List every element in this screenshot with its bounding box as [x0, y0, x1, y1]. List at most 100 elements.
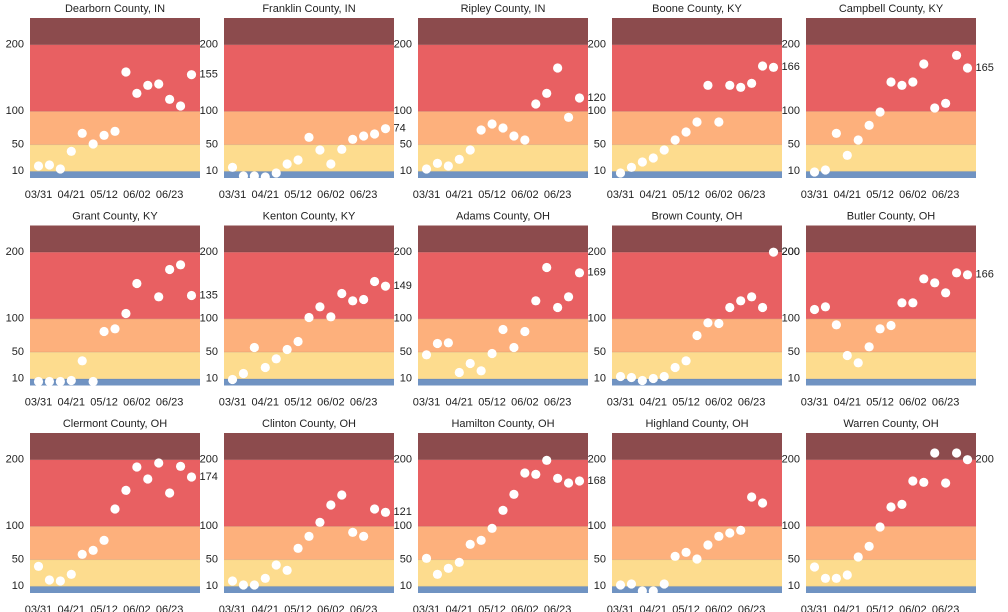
- point: [714, 531, 724, 541]
- panel-title: Grant County, KY: [72, 210, 158, 222]
- x-tick-label: 06/23: [350, 396, 378, 408]
- point: [714, 318, 724, 329]
- point: [282, 159, 292, 169]
- band: [612, 225, 782, 253]
- point: [842, 570, 852, 580]
- point: [747, 292, 757, 302]
- point: [186, 472, 197, 482]
- point: [165, 488, 175, 498]
- point: [930, 448, 940, 458]
- value-label: 120: [588, 92, 606, 104]
- point: [465, 358, 475, 369]
- band: [30, 433, 200, 460]
- point: [66, 375, 76, 386]
- x-tick-label: 04/21: [58, 396, 86, 408]
- y-tick-label: 10: [12, 165, 24, 177]
- point: [531, 99, 541, 109]
- point: [626, 372, 637, 383]
- band: [806, 225, 976, 253]
- x-tick-label: 05/12: [284, 396, 312, 408]
- point: [574, 93, 585, 103]
- point: [908, 77, 918, 87]
- point: [919, 59, 929, 69]
- point: [110, 324, 120, 334]
- point: [359, 131, 369, 141]
- point: [553, 473, 563, 483]
- band: [418, 171, 588, 178]
- panel-title: Franklin County, IN: [262, 3, 355, 15]
- x-tick-label: 06/23: [544, 396, 572, 408]
- point: [326, 159, 336, 169]
- point: [626, 579, 637, 589]
- point: [359, 294, 369, 305]
- point: [238, 171, 249, 181]
- point: [260, 172, 270, 182]
- point: [681, 356, 691, 366]
- band: [30, 459, 200, 527]
- x-tick-label: 06/23: [544, 189, 572, 201]
- band: [806, 18, 976, 45]
- point: [454, 154, 464, 164]
- x-tick-label: 03/31: [413, 604, 441, 612]
- point: [77, 128, 87, 138]
- point: [443, 563, 453, 573]
- point: [637, 157, 647, 167]
- point: [681, 547, 691, 557]
- point: [648, 373, 658, 384]
- band: [30, 44, 200, 112]
- point: [670, 135, 680, 145]
- x-tick-label: 06/02: [123, 604, 151, 612]
- y-tick-label: 200: [200, 246, 218, 258]
- x-tick-label: 06/02: [123, 396, 151, 408]
- y-tick-label: 10: [788, 165, 800, 177]
- point: [293, 336, 303, 347]
- panel-title: Brown County, OH: [652, 210, 743, 222]
- x-tick-label: 04/21: [834, 189, 862, 201]
- point: [132, 278, 142, 289]
- point: [574, 476, 585, 486]
- x-tick-label: 03/31: [801, 396, 829, 408]
- point: [864, 120, 874, 130]
- point: [282, 344, 292, 355]
- band: [30, 526, 200, 560]
- band: [30, 559, 200, 587]
- y-tick-label: 200: [394, 246, 412, 258]
- band: [418, 18, 588, 45]
- point: [143, 474, 153, 484]
- point: [369, 504, 380, 514]
- y-tick-label: 50: [400, 554, 412, 566]
- point: [175, 260, 186, 270]
- point: [337, 288, 347, 299]
- point: [875, 324, 885, 334]
- x-tick-label: 05/12: [478, 396, 506, 408]
- band: [224, 318, 394, 353]
- point: [520, 468, 530, 478]
- y-tick-label: 10: [788, 580, 800, 592]
- point: [33, 561, 44, 571]
- point: [919, 477, 929, 487]
- point: [930, 278, 940, 288]
- point: [809, 167, 820, 177]
- point: [520, 135, 530, 145]
- x-tick-label: 06/23: [156, 396, 184, 408]
- x-tick-label: 05/12: [866, 604, 894, 612]
- value-label: 155: [200, 69, 218, 81]
- point: [66, 569, 76, 579]
- point: [757, 61, 768, 71]
- y-tick-label: 100: [6, 105, 24, 117]
- point: [186, 290, 197, 301]
- y-tick-label: 10: [206, 165, 218, 177]
- point: [476, 535, 486, 545]
- point: [421, 164, 432, 174]
- y-tick-label: 50: [12, 346, 24, 358]
- x-tick-label: 04/21: [446, 604, 474, 612]
- panel-title: Warren County, OH: [843, 418, 938, 430]
- point: [831, 128, 841, 138]
- point: [110, 504, 120, 514]
- band: [30, 352, 200, 379]
- x-tick-label: 05/12: [866, 396, 894, 408]
- point: [509, 489, 519, 499]
- point: [348, 527, 358, 537]
- point: [110, 126, 120, 136]
- value-label: 166: [782, 61, 800, 73]
